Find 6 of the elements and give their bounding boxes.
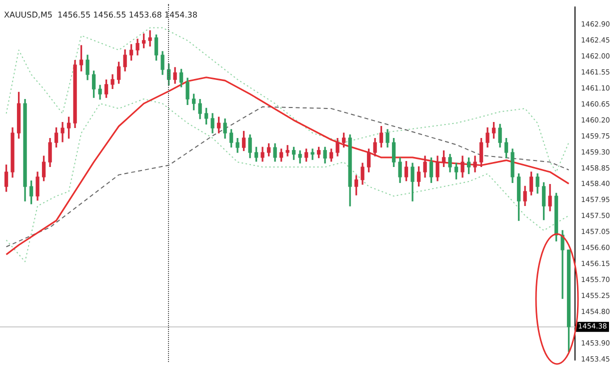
candlestick xyxy=(286,145,290,156)
candlestick xyxy=(148,30,152,47)
candlestick xyxy=(560,230,564,299)
candlestick xyxy=(310,148,314,160)
text: XAUUSD,M5 1456.55 1456.55 1453.68 1454.38 xyxy=(4,10,198,20)
line-series xyxy=(6,27,570,172)
